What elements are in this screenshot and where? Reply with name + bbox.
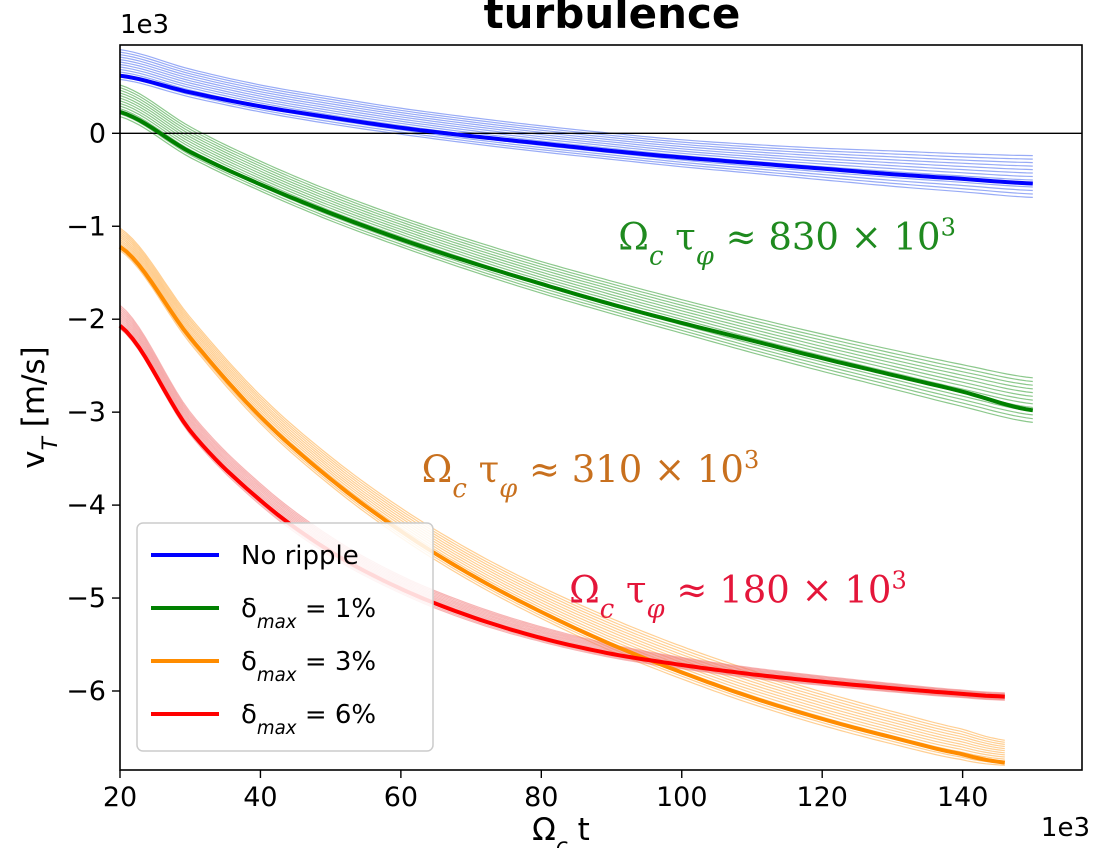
y-tick-label-4: −4 — [66, 490, 106, 521]
band-line-2-11 — [119, 229, 1005, 743]
chart-title: turbulence — [484, 0, 741, 38]
band-line-0-11 — [119, 51, 1033, 160]
band-line-1-10 — [119, 89, 1033, 386]
y-tick-label-3: −3 — [66, 397, 106, 428]
band-line-1-11 — [119, 87, 1033, 383]
y-tick-label-5: −5 — [66, 583, 106, 614]
legend-label-3: δmax = 6% — [241, 700, 376, 739]
axes: 20 40 60 80 100 120 140 0 −1 −2 −3 −4 −5 −6 1e3 1e3 Ωc t… — [16, 10, 1090, 848]
plot-frame — [119, 44, 1083, 771]
band-line-2-1 — [119, 248, 1005, 764]
annotation-1: Ωc τφ ≈ 310 × 103 — [422, 446, 760, 504]
band-line-0-1 — [119, 76, 1033, 195]
band-line-0-9 — [119, 56, 1033, 167]
y-tick-label-0: 0 — [89, 118, 106, 149]
legend-label-1: δmax = 1% — [241, 594, 376, 633]
band-line-0-7 — [119, 61, 1033, 174]
band-line-1-8 — [119, 94, 1033, 394]
band-line-1-12 — [119, 84, 1033, 379]
series-line-0 — [119, 73, 1033, 186]
band-line-1-5 — [119, 102, 1033, 405]
band-line-3-1 — [119, 326, 1005, 701]
band-line-1-9 — [119, 92, 1033, 390]
y-tick-label-2: −2 — [66, 304, 106, 335]
x-tick-label-5: 120 — [796, 782, 848, 813]
band-line-1-0 — [119, 116, 1033, 423]
x-multiplier: 1e3 — [1041, 813, 1090, 843]
band-line-1-7 — [119, 97, 1033, 397]
band-line-3-0 — [119, 328, 1005, 701]
series-line-3 — [118, 324, 1005, 699]
band-line-2-10 — [119, 231, 1005, 745]
band-line-3-9 — [119, 310, 1005, 696]
x-tick-label-0: 20 — [103, 782, 137, 813]
band-line-3-8 — [119, 312, 1005, 696]
series-line-2 — [118, 245, 1006, 765]
legend-label-2: δmax = 3% — [241, 647, 376, 686]
y-axis-label: vT [m/s] — [16, 346, 63, 468]
legend-box — [136, 522, 434, 752]
band-line-3-10 — [119, 308, 1005, 695]
x-tick-label-2: 60 — [384, 782, 418, 813]
legend: No ripple δmax = 1% δmax = 3% δmax = 6% — [136, 522, 434, 752]
series-lines — [118, 73, 1034, 765]
band-line-2-5 — [119, 240, 1005, 756]
band-line-3-12 — [119, 304, 1005, 694]
y-tick-label-6: −6 — [66, 676, 106, 707]
band-line-0-5 — [119, 66, 1033, 181]
band-line-2-7 — [119, 236, 1005, 752]
annotation-2: Ωc τφ ≈ 180 × 103 — [569, 567, 907, 625]
band-line-2-9 — [119, 233, 1005, 748]
y-tick-label-1: −1 — [66, 211, 106, 242]
annotation-0: Ωc τφ ≈ 830 × 103 — [618, 213, 956, 271]
y-multiplier: 1e3 — [120, 10, 169, 40]
band-line-0-12 — [119, 49, 1033, 157]
series-line-1 — [119, 110, 1034, 413]
x-axis-label: Ωc t — [532, 812, 590, 848]
band-line-3-11 — [119, 306, 1005, 695]
band-line-0-0 — [119, 78, 1033, 198]
legend-label-0: No ripple — [241, 541, 359, 571]
annotations: Ωc τφ ≈ 830 × 103 Ωc τφ ≈ 310 × 103 Ωc τφ … — [422, 213, 956, 624]
x-tick-label-4: 100 — [656, 782, 708, 813]
band-line-2-4 — [119, 242, 1005, 758]
band-line-1-6 — [119, 100, 1033, 401]
x-tick-label-3: 80 — [524, 782, 558, 813]
band-line-2-6 — [119, 238, 1005, 754]
band-line-2-0 — [119, 249, 1005, 766]
band-line-0-8 — [119, 59, 1033, 171]
band-line-0-6 — [119, 63, 1033, 178]
band-line-2-8 — [119, 235, 1005, 750]
band-line-2-12 — [119, 227, 1005, 741]
band-line-1-1 — [119, 113, 1033, 420]
x-tick-label-1: 40 — [243, 782, 277, 813]
x-tick-label-6: 140 — [937, 782, 989, 813]
